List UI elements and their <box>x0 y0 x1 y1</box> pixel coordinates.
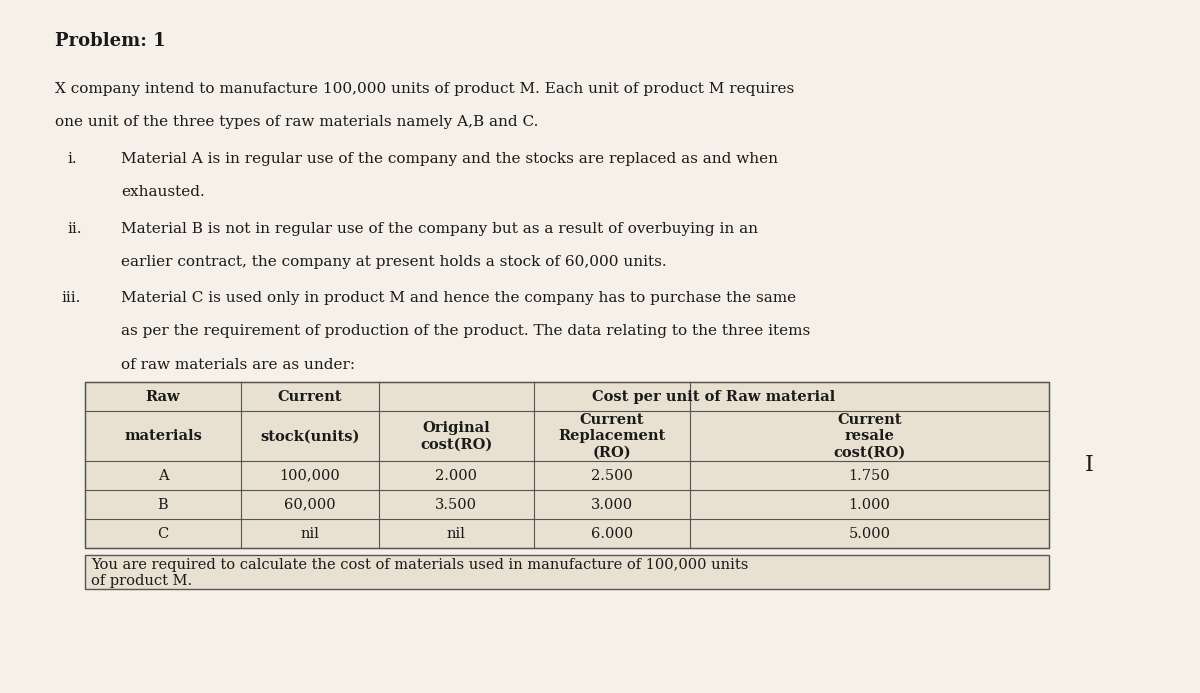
Text: Raw: Raw <box>145 390 180 404</box>
Text: 2.500: 2.500 <box>592 468 632 482</box>
Text: as per the requirement of production of the product. The data relating to the th: as per the requirement of production of … <box>121 324 810 338</box>
Text: i.: i. <box>67 152 77 166</box>
Text: 60,000: 60,000 <box>284 498 336 511</box>
Text: Material A is in regular use of the company and the stocks are replaced as and w: Material A is in regular use of the comp… <box>121 152 778 166</box>
Text: Current: Current <box>277 390 342 404</box>
Text: Original
cost(RO): Original cost(RO) <box>420 421 492 451</box>
Text: of product M.: of product M. <box>91 574 192 588</box>
Text: Problem: 1: Problem: 1 <box>55 33 166 51</box>
Text: I: I <box>1085 454 1093 476</box>
Text: iii.: iii. <box>61 291 80 306</box>
Text: Cost per unit of Raw material: Cost per unit of Raw material <box>592 390 835 404</box>
Text: one unit of the three types of raw materials namely A,B and C.: one unit of the three types of raw mater… <box>55 115 539 130</box>
Text: 5.000: 5.000 <box>848 527 890 541</box>
Text: of raw materials are as under:: of raw materials are as under: <box>121 358 355 371</box>
Text: 2.000: 2.000 <box>436 468 478 482</box>
FancyBboxPatch shape <box>85 383 1049 548</box>
Text: B: B <box>157 498 168 511</box>
FancyBboxPatch shape <box>85 555 1049 590</box>
Text: 3.500: 3.500 <box>436 498 478 511</box>
Text: nil: nil <box>446 527 466 541</box>
Text: materials: materials <box>124 429 202 444</box>
Text: Material C is used only in product M and hence the company has to purchase the s: Material C is used only in product M and… <box>121 291 797 306</box>
Text: 1.750: 1.750 <box>848 468 890 482</box>
Text: Material B is not in regular use of the company but as a result of overbuying in: Material B is not in regular use of the … <box>121 222 758 236</box>
Text: 100,000: 100,000 <box>280 468 340 482</box>
Text: 3.000: 3.000 <box>590 498 634 511</box>
Text: Current
resale
cost(RO): Current resale cost(RO) <box>833 413 906 459</box>
Text: A: A <box>157 468 168 482</box>
Text: You are required to calculate the cost of materials used in manufacture of 100,0: You are required to calculate the cost o… <box>91 559 749 572</box>
Text: 6.000: 6.000 <box>590 527 634 541</box>
Text: ii.: ii. <box>67 222 82 236</box>
Text: nil: nil <box>300 527 319 541</box>
Text: C: C <box>157 527 169 541</box>
Text: earlier contract, the company at present holds a stock of 60,000 units.: earlier contract, the company at present… <box>121 255 667 269</box>
Text: X company intend to manufacture 100,000 units of product M. Each unit of product: X company intend to manufacture 100,000 … <box>55 82 794 96</box>
Text: Current
Replacement
(RO): Current Replacement (RO) <box>558 413 666 459</box>
Text: stock(units): stock(units) <box>260 429 359 444</box>
Text: 1.000: 1.000 <box>848 498 890 511</box>
Text: exhausted.: exhausted. <box>121 185 205 199</box>
